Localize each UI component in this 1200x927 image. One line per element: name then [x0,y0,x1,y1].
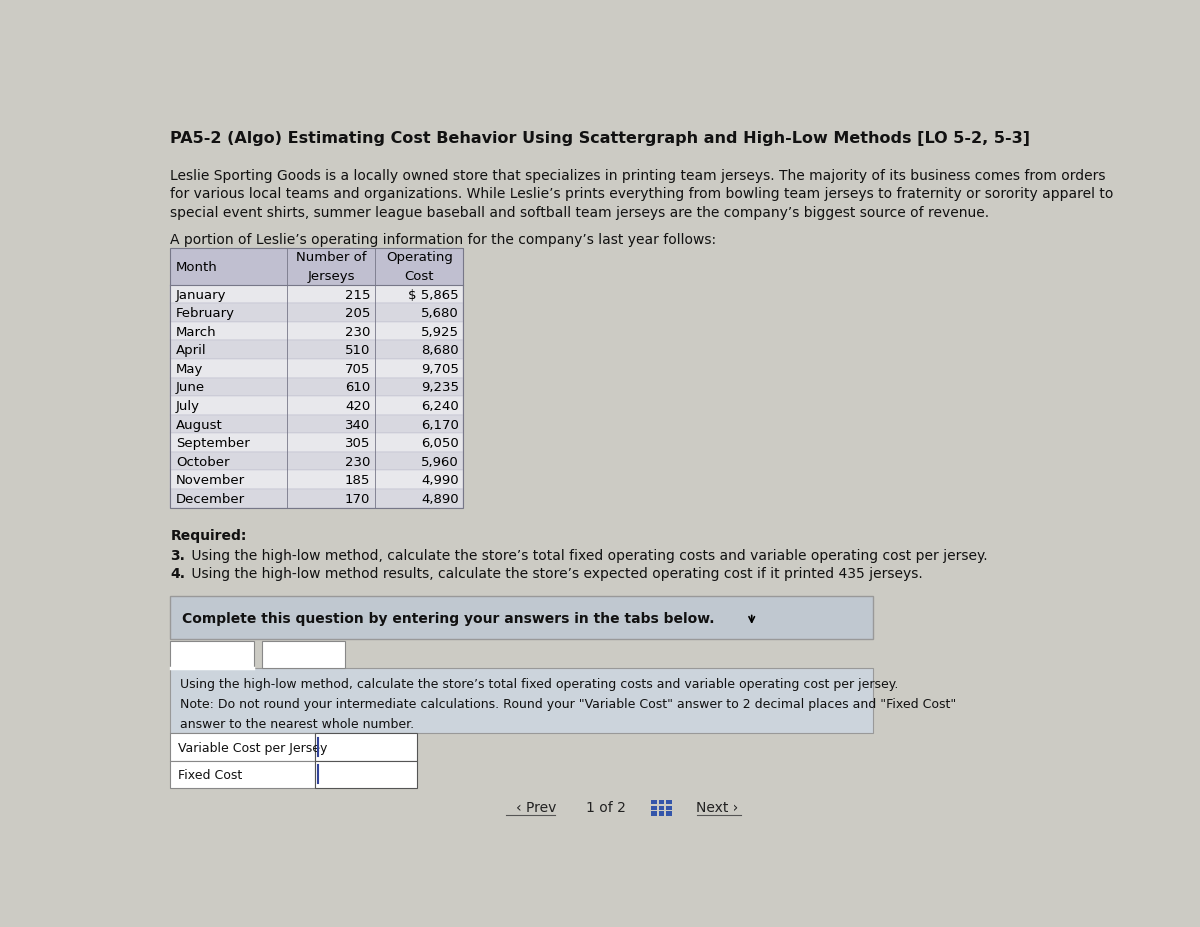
Text: 1 of 2: 1 of 2 [586,800,625,814]
Text: December: December [176,492,245,505]
Text: 5,680: 5,680 [421,307,458,320]
FancyBboxPatch shape [170,641,872,675]
FancyBboxPatch shape [170,434,463,452]
Text: 6,240: 6,240 [421,400,458,413]
Text: PA5-2 (Algo) Estimating Cost Behavior Using Scattergraph and High-Low Methods [L: PA5-2 (Algo) Estimating Cost Behavior Us… [170,132,1031,146]
Text: 420: 420 [346,400,371,413]
Text: answer to the nearest whole number.: answer to the nearest whole number. [180,717,414,730]
Text: Jerseys: Jerseys [307,270,355,283]
Text: Leslie Sporting Goods is a locally owned store that specializes in printing team: Leslie Sporting Goods is a locally owned… [170,169,1106,183]
Text: Complete this question by entering your answers in the tabs below.: Complete this question by entering your … [181,611,714,625]
FancyBboxPatch shape [170,452,463,471]
FancyBboxPatch shape [170,286,463,304]
Text: 230: 230 [346,325,371,338]
FancyBboxPatch shape [170,304,463,323]
FancyBboxPatch shape [659,811,665,816]
Text: 3.: 3. [170,548,185,562]
Text: Month: Month [176,260,217,273]
FancyBboxPatch shape [666,811,672,816]
Text: Using the high-low method results, calculate the store’s expected operating cost: Using the high-low method results, calcu… [187,566,923,580]
FancyBboxPatch shape [170,397,463,415]
Text: Variable Cost per Jersey: Variable Cost per Jersey [178,741,328,754]
Text: 205: 205 [346,307,371,320]
Text: 510: 510 [346,344,371,357]
FancyBboxPatch shape [262,641,346,668]
Text: July: July [176,400,200,413]
Text: $ 5,865: $ 5,865 [408,288,458,301]
FancyBboxPatch shape [170,489,463,508]
Text: 6,170: 6,170 [421,418,458,431]
FancyBboxPatch shape [652,800,656,805]
FancyBboxPatch shape [170,360,463,378]
Text: 610: 610 [346,381,371,394]
Text: Required:: Required: [170,528,247,542]
Text: 5,925: 5,925 [421,325,458,338]
FancyBboxPatch shape [170,471,463,489]
Text: May: May [176,362,204,375]
Text: September: September [176,437,250,450]
Text: Cost: Cost [404,270,434,283]
FancyBboxPatch shape [170,733,314,761]
Text: Next ›: Next › [696,800,738,814]
Text: Operating: Operating [385,251,452,264]
FancyBboxPatch shape [652,806,656,810]
Text: 4,990: 4,990 [421,474,458,487]
FancyBboxPatch shape [666,806,672,810]
Text: Required 3: Required 3 [179,648,246,661]
FancyBboxPatch shape [314,733,416,761]
Text: 305: 305 [346,437,371,450]
Text: 9,235: 9,235 [421,381,458,394]
FancyBboxPatch shape [314,761,416,788]
Text: Note: Do not round your intermediate calculations. Round your "Variable Cost" an: Note: Do not round your intermediate cal… [180,697,956,710]
FancyBboxPatch shape [170,597,872,640]
FancyBboxPatch shape [170,668,872,733]
Text: Using the high-low method, calculate the store’s total fixed operating costs and: Using the high-low method, calculate the… [180,678,898,691]
Text: November: November [176,474,245,487]
Text: 5,960: 5,960 [421,455,458,468]
Text: October: October [176,455,229,468]
FancyBboxPatch shape [170,248,463,286]
FancyBboxPatch shape [659,800,665,805]
FancyBboxPatch shape [170,323,463,341]
Text: 230: 230 [346,455,371,468]
Text: 8,680: 8,680 [421,344,458,357]
Text: Required 4: Required 4 [270,648,337,661]
Text: 170: 170 [346,492,371,505]
Text: April: April [176,344,206,357]
Text: June: June [176,381,205,394]
Text: 6,050: 6,050 [421,437,458,450]
FancyBboxPatch shape [659,806,665,810]
Text: 4.: 4. [170,566,186,580]
Text: Using the high-low method, calculate the store’s total fixed operating costs and: Using the high-low method, calculate the… [187,548,988,562]
FancyBboxPatch shape [170,378,463,397]
FancyBboxPatch shape [170,761,314,788]
Text: Number of: Number of [295,251,366,264]
FancyBboxPatch shape [150,111,1080,825]
Text: 4,890: 4,890 [421,492,458,505]
FancyBboxPatch shape [666,800,672,805]
Text: special event shirts, summer league baseball and softball team jerseys are the c: special event shirts, summer league base… [170,206,990,220]
Text: 705: 705 [346,362,371,375]
Text: Fixed Cost: Fixed Cost [178,768,242,781]
FancyBboxPatch shape [652,811,656,816]
FancyBboxPatch shape [170,641,254,668]
Text: August: August [176,418,223,431]
Text: January: January [176,288,227,301]
Text: for various local teams and organizations. While Leslie’s prints everything from: for various local teams and organization… [170,187,1114,201]
FancyBboxPatch shape [170,415,463,434]
Text: 340: 340 [346,418,371,431]
Text: ‹ Prev: ‹ Prev [516,800,556,814]
FancyBboxPatch shape [170,341,463,360]
Text: March: March [176,325,217,338]
Text: 9,705: 9,705 [421,362,458,375]
Text: 215: 215 [344,288,371,301]
Text: 185: 185 [346,474,371,487]
Text: A portion of Leslie’s operating information for the company’s last year follows:: A portion of Leslie’s operating informat… [170,233,716,247]
Text: February: February [176,307,235,320]
